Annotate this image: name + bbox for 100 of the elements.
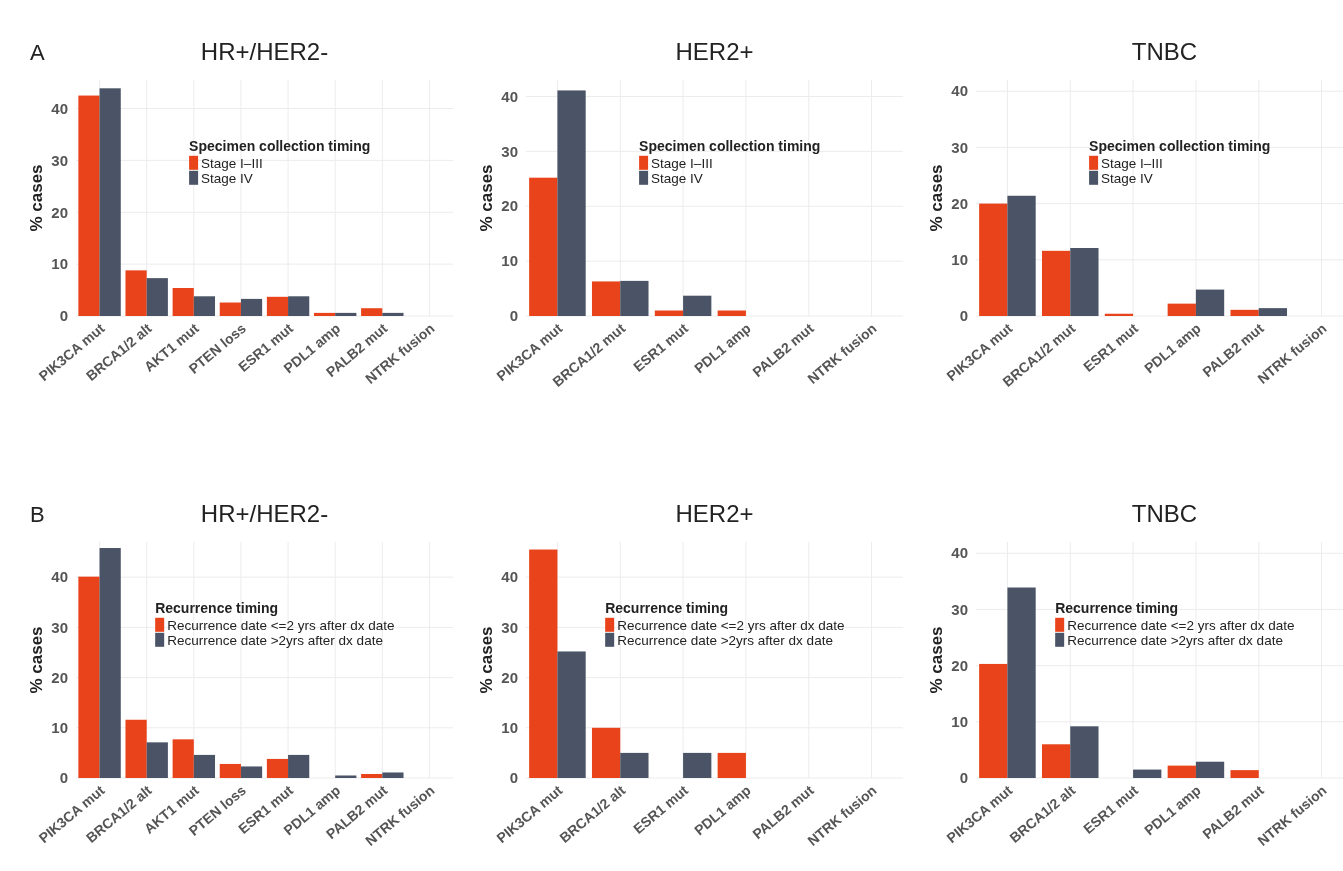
y-tick-label: 30 xyxy=(951,600,968,618)
y-tick-label: 10 xyxy=(51,719,68,737)
bar xyxy=(288,754,310,778)
legend-label: Recurrence date <=2 yrs after dx date xyxy=(1067,617,1295,633)
legend-title: Recurrence timing xyxy=(155,599,279,616)
bar xyxy=(620,280,649,316)
y-tick-label: 30 xyxy=(51,618,68,636)
bar xyxy=(1258,308,1288,316)
y-tick-label: 20 xyxy=(951,656,968,674)
bar xyxy=(382,312,404,316)
bar xyxy=(683,295,712,316)
bar xyxy=(979,203,1008,316)
y-tick-label: 40 xyxy=(51,568,68,586)
y-tick-label: 10 xyxy=(501,252,518,270)
bar xyxy=(620,752,649,778)
bar xyxy=(717,752,746,778)
bar xyxy=(219,763,241,778)
y-axis-title: % cases xyxy=(927,164,946,232)
y-tick-label: 30 xyxy=(501,618,518,636)
chart-title: HER2+ xyxy=(675,38,754,65)
y-tick-label: 40 xyxy=(51,99,68,117)
y-tick-label: 20 xyxy=(951,194,968,212)
bar xyxy=(172,739,194,778)
bar xyxy=(125,719,147,778)
y-tick-label: 10 xyxy=(51,255,68,273)
bar xyxy=(557,90,586,316)
legend-label: Stage I–III xyxy=(201,155,263,171)
y-tick-label: 20 xyxy=(501,668,518,686)
bar xyxy=(979,663,1008,778)
bar xyxy=(1041,250,1071,316)
legend-title: Specimen collection timing xyxy=(639,137,821,154)
legend-title: Specimen collection timing xyxy=(189,137,371,154)
y-axis-title: % cases xyxy=(27,626,46,694)
bar xyxy=(1133,769,1162,778)
chart-title: TNBC xyxy=(1131,38,1198,65)
text: A xyxy=(30,40,45,65)
bar xyxy=(1230,309,1259,316)
bar xyxy=(1041,744,1071,778)
bar xyxy=(193,754,216,778)
y-tick-label: 0 xyxy=(509,307,518,325)
chart-title: HR+/HER2- xyxy=(200,38,329,65)
y-tick-label: 0 xyxy=(959,769,968,787)
bar xyxy=(683,752,712,778)
y-tick-label: 0 xyxy=(59,307,68,325)
bar xyxy=(361,773,383,778)
legend-label: Stage IV xyxy=(1101,170,1153,186)
legend-label: Recurrence date >2yrs after dx date xyxy=(1067,632,1283,648)
bar xyxy=(335,775,357,778)
y-tick-label: 0 xyxy=(59,769,68,787)
bar xyxy=(1070,248,1099,316)
bar xyxy=(591,727,621,778)
y-tick-label: 40 xyxy=(951,544,968,562)
y-tick-label: 30 xyxy=(951,138,968,156)
legend-title: Specimen collection timing xyxy=(1089,137,1271,154)
bar xyxy=(1070,726,1099,778)
bar xyxy=(219,302,241,316)
bar xyxy=(146,742,168,778)
y-tick-label: 0 xyxy=(509,769,518,787)
legend-label: Recurrence date >2yrs after dx date xyxy=(617,632,833,648)
y-axis-title: % cases xyxy=(27,164,46,232)
bar xyxy=(288,296,310,316)
y-tick-label: 10 xyxy=(501,719,518,737)
legend-label: Stage I–III xyxy=(651,155,713,171)
y-tick-label: 30 xyxy=(501,142,518,160)
bar xyxy=(1230,770,1259,778)
bar xyxy=(529,177,558,316)
bar xyxy=(266,296,289,316)
bar xyxy=(99,88,121,316)
bar xyxy=(1195,289,1225,316)
y-tick-label: 40 xyxy=(501,87,518,105)
bar xyxy=(361,308,383,316)
y-tick-label: 20 xyxy=(51,203,68,221)
chart-title: HER2+ xyxy=(675,500,754,527)
bar xyxy=(529,549,558,778)
legend-label: Stage IV xyxy=(201,170,253,186)
bar xyxy=(78,95,100,316)
legend-label: Stage I–III xyxy=(1101,155,1163,171)
bar xyxy=(1167,303,1196,316)
y-axis-title: % cases xyxy=(477,164,496,232)
text: B xyxy=(30,502,45,527)
bar xyxy=(1007,587,1036,778)
y-tick-label: 0 xyxy=(959,307,968,325)
bar xyxy=(1167,765,1196,778)
chart-title: TNBC xyxy=(1131,500,1198,527)
y-tick-label: 10 xyxy=(951,251,968,269)
legend-label: Stage IV xyxy=(651,170,703,186)
bar xyxy=(1007,195,1036,316)
legend-label: Recurrence date <=2 yrs after dx date xyxy=(617,617,845,633)
y-axis-title: % cases xyxy=(927,626,946,694)
y-tick-label: 40 xyxy=(501,568,518,586)
y-axis-title: % cases xyxy=(477,626,496,694)
bar xyxy=(591,281,621,316)
bar xyxy=(146,278,168,316)
bar xyxy=(654,310,684,316)
y-tick-label: 20 xyxy=(501,197,518,215)
legend-label: Recurrence date >2yrs after dx date xyxy=(167,632,383,648)
chart-title: HR+/HER2- xyxy=(200,500,329,527)
bar xyxy=(78,576,100,778)
legend-title: Recurrence timing xyxy=(1055,599,1179,616)
bar xyxy=(1195,761,1225,778)
